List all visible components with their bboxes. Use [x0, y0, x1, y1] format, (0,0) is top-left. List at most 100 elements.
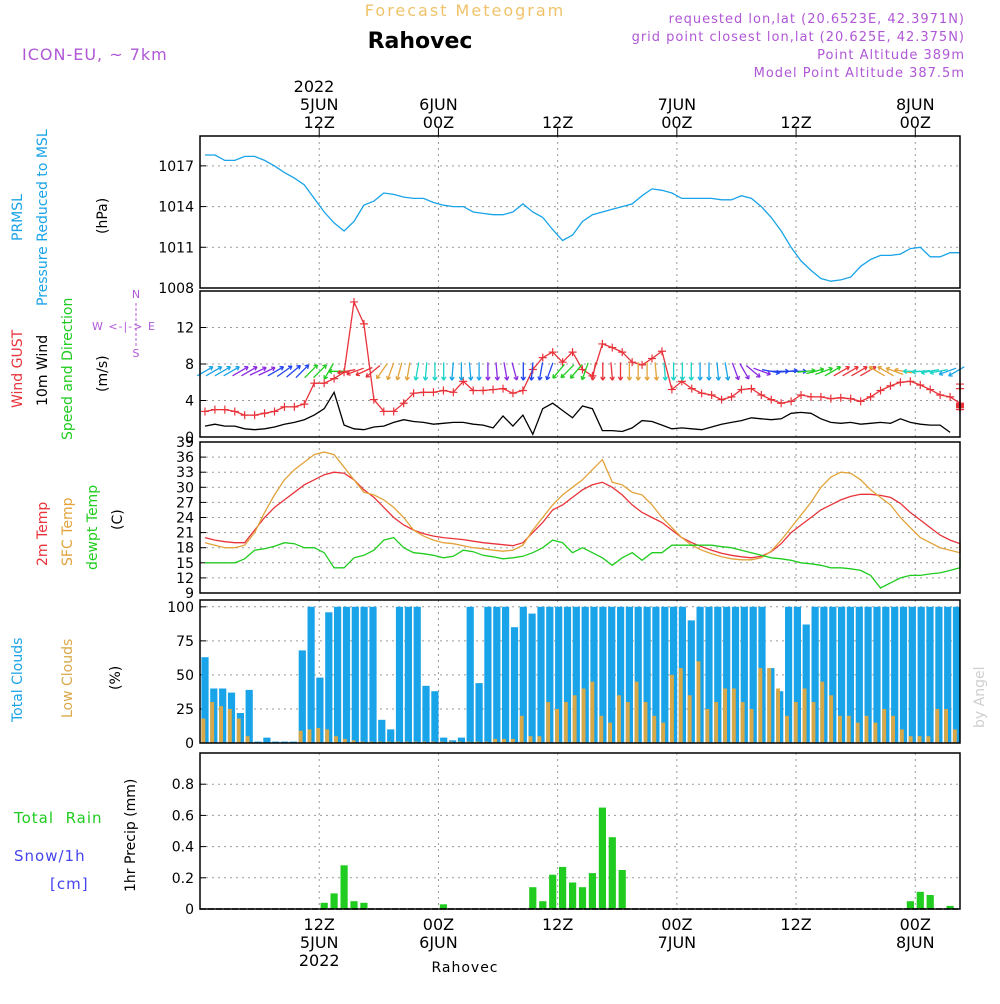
cloud-total-bar [749, 606, 757, 743]
cloud-total-bar [325, 612, 333, 743]
rain-bar [598, 807, 606, 909]
cloud-total-bar [475, 683, 483, 743]
gust-marker [508, 389, 517, 398]
wind-direction-arrow [635, 362, 641, 381]
wind-direction-arrow [948, 366, 965, 377]
rain-label: Total Rain [13, 809, 103, 827]
gust-marker [429, 388, 438, 397]
top-hour-label: 12Z [542, 113, 573, 132]
cloud-total-bar [785, 606, 793, 743]
panel-frame [199, 290, 961, 438]
wind-direction-arrow [276, 365, 293, 378]
rain-bar [578, 887, 587, 909]
wind-direction-arrow [679, 362, 686, 381]
pressure-panel: PRMSL Pressure Reduced to MSL (hPa) 1008… [10, 129, 961, 306]
gust-marker [747, 384, 756, 393]
gust-marker [330, 374, 339, 383]
cloud-low-bar [510, 738, 515, 743]
cloud-low-bar [687, 695, 692, 743]
cloud-low-bar [342, 738, 347, 743]
gust-marker [896, 378, 905, 387]
compass-n: N [132, 288, 140, 301]
gust-marker [479, 386, 488, 395]
gust-marker [230, 407, 239, 416]
cloud-low-bar [546, 702, 551, 743]
cloud-total-bar [413, 606, 421, 743]
y-tick-label: 8 [185, 357, 194, 373]
wind-direction-arrow [258, 366, 276, 376]
bottom-year-label: 2022 [299, 951, 340, 970]
cloud-total-bar [387, 729, 395, 743]
cloud-total-bar [555, 606, 563, 743]
y-tick-label: 0 [185, 902, 194, 918]
y-tick-label: 4 [185, 394, 194, 410]
y-tick-label: 12 [176, 321, 194, 337]
gust-marker [667, 385, 676, 394]
wind-direction-arrow [911, 369, 931, 375]
wind-direction-arrow [441, 362, 447, 381]
cloud-low-bar [829, 695, 834, 743]
temp-unit: (C) [110, 509, 126, 530]
wind-direction-arrow [670, 362, 677, 381]
gust-marker [369, 395, 378, 404]
cloud-total-bar [935, 606, 943, 743]
top-hour-label: 12Z [304, 113, 335, 132]
cloud-total-bar [608, 606, 616, 743]
cloud-low-bar [793, 702, 798, 743]
cloud-low-bar [705, 709, 710, 743]
cloud-low-bar [210, 702, 215, 743]
gust-marker [886, 381, 895, 390]
cloud-low-bar [776, 688, 780, 743]
top-hour-label: 12Z [780, 113, 811, 132]
wind-direction-arrow [295, 364, 310, 379]
cloud-low-bar [351, 740, 356, 743]
y-tick-label: 0.8 [172, 777, 194, 793]
footer-location: Rahovec [431, 960, 498, 976]
panel-frame [199, 752, 961, 910]
cloud-total-bar [891, 606, 899, 743]
cloud-total-bar [714, 606, 722, 743]
low-clouds-label: Low Clouds [60, 639, 76, 718]
y-tick-label: 33 [176, 465, 194, 481]
credit: by Angel [972, 667, 988, 728]
y-tick-label: 39 [176, 435, 194, 451]
wind-direction-arrow [386, 362, 395, 381]
series-line-prmsl [205, 154, 960, 282]
cloud-low-bar [855, 722, 860, 743]
wind-direction-arrow [468, 362, 474, 381]
gust-marker [628, 358, 637, 367]
cloud-low-bar [670, 674, 674, 743]
cloud-total-bar [855, 606, 863, 743]
y-tick-label: 100 [167, 600, 194, 616]
cloud-low-bar [625, 702, 630, 743]
cloud-total-bar [537, 606, 545, 743]
cloud-total-bar [740, 606, 748, 743]
wind-direction-arrow [537, 362, 544, 381]
cloud-low-bar [723, 688, 727, 743]
wind-direction-arrow [580, 362, 589, 381]
wind-direction-arrow [851, 365, 868, 377]
gust-marker [200, 407, 209, 416]
wind-direction-arrow [346, 367, 364, 376]
y-tick-label: 36 [176, 450, 194, 466]
series-line-2m-temp [204, 471, 961, 559]
gust-label: Wind GUST [10, 329, 26, 408]
cloud-low-bar [785, 715, 789, 743]
gust-marker [518, 386, 527, 395]
wind-direction-arrow [626, 362, 633, 381]
cloud-low-bar [519, 715, 524, 743]
bottom-hour-label: 00Z [661, 915, 692, 934]
cloud-total-bar [793, 606, 801, 743]
gust-marker [797, 391, 806, 400]
cloud-low-bar [316, 728, 321, 743]
gust-marker [558, 358, 567, 367]
precip-ylabel: 1hr Precip (mm) [123, 779, 139, 892]
gust-marker [220, 405, 229, 414]
cloud-low-bar [608, 722, 612, 743]
top-hour-label: 00Z [661, 113, 692, 132]
model-label: ICON-EU, ~ 7km [22, 45, 168, 64]
compass-we: W <-|-> E [92, 320, 156, 333]
